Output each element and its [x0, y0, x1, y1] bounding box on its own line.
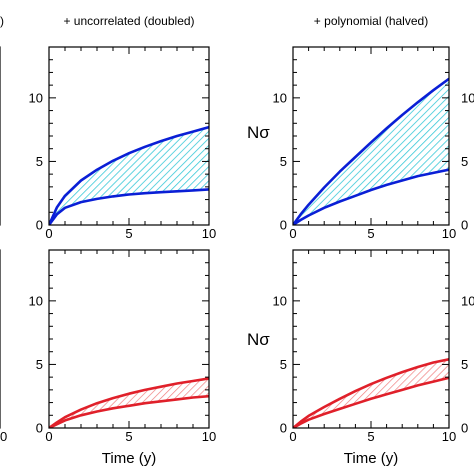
- band-area: [49, 127, 209, 225]
- y-tick-label-right: 10: [461, 90, 474, 105]
- plot-area-middle-bottom: [49, 377, 209, 428]
- panel-right-bottom: 0 5 10 0 5 10 0 5 10: [273, 249, 474, 444]
- y-tick-label: 0: [280, 421, 287, 436]
- y-tick-label: 10: [273, 293, 287, 308]
- y-tick-label: 10: [29, 90, 43, 105]
- series-lower-line: [49, 394, 209, 428]
- series-upper-line: [49, 125, 209, 225]
- middle-panel-title: + uncorrelated (doubled): [63, 14, 194, 28]
- x-tick-label: 10: [0, 429, 7, 444]
- series-lower-line: [49, 188, 209, 225]
- middle-x-axis-label: Time (y): [102, 450, 156, 467]
- y-tick-label-right: 0: [461, 218, 468, 233]
- series-lower-line: [293, 168, 449, 225]
- left-panel-title: ): [0, 14, 4, 28]
- right-bottom-y-axis-label: Nσ: [247, 330, 270, 349]
- x-tick-label: 10: [202, 429, 216, 444]
- y-tick-label: 10: [273, 90, 287, 105]
- plot-area-middle-top: [49, 125, 209, 225]
- panel-middle-top: 0 5 10 0 5 10: [29, 46, 216, 241]
- y-tick-label: 5: [36, 357, 43, 372]
- panel-right-top: 0 5 10 0 5 10 0 5 10: [273, 46, 474, 241]
- x-tick-label: 0: [45, 226, 52, 241]
- y-tick-label-right: 5: [461, 154, 468, 169]
- panel-middle-bottom: 0 5 10 0 5 10: [29, 249, 216, 444]
- x-tick-label: 0: [289, 226, 296, 241]
- x-tick-label: 5: [125, 226, 132, 241]
- y-tick-label: 0: [36, 218, 43, 233]
- y-tick-label-right: 0: [461, 421, 468, 436]
- plot-area-right-top: [293, 77, 449, 225]
- band-area: [49, 378, 209, 428]
- right-panel-title: + polynomial (halved): [314, 14, 428, 28]
- plot-area-right-bottom: [293, 358, 449, 428]
- y-tick-label: 5: [36, 154, 43, 169]
- right-top-y-axis-label: Nσ: [247, 123, 270, 142]
- x-tick-label: 5: [125, 429, 132, 444]
- series-upper-line: [293, 358, 449, 428]
- y-tick-label: 5: [280, 154, 287, 169]
- series-upper-line: [293, 77, 449, 225]
- y-tick-label: 0: [280, 218, 287, 233]
- x-tick-label: 5: [367, 429, 374, 444]
- x-tick-label: 0: [45, 429, 52, 444]
- y-tick-label: 5: [280, 357, 287, 372]
- x-tick-label: 5: [367, 226, 374, 241]
- x-tick-label: 0: [289, 429, 296, 444]
- x-tick-label: 10: [202, 226, 216, 241]
- panels-group: 0 5 10 0 5 10 0 5 10 0 5 10 0 5 10 0 5 10 0 5 10 0 5 10 0 5 10 0 5 10…: [0, 46, 474, 444]
- y-tick-label-right: 10: [461, 293, 474, 308]
- y-tick-label-right: 5: [461, 357, 468, 372]
- panel-left-bottom-partial: 10: [0, 249, 7, 444]
- series-lower-line: [293, 376, 449, 428]
- y-tick-label: 10: [29, 293, 43, 308]
- x-tick-label: 10: [442, 429, 456, 444]
- series-upper-line: [49, 377, 209, 428]
- band-area: [293, 78, 449, 225]
- axes-frame: [292, 249, 450, 429]
- x-tick-label: 10: [442, 226, 456, 241]
- right-x-axis-label: Time (y): [344, 450, 398, 467]
- y-tick-label: 0: [36, 421, 43, 436]
